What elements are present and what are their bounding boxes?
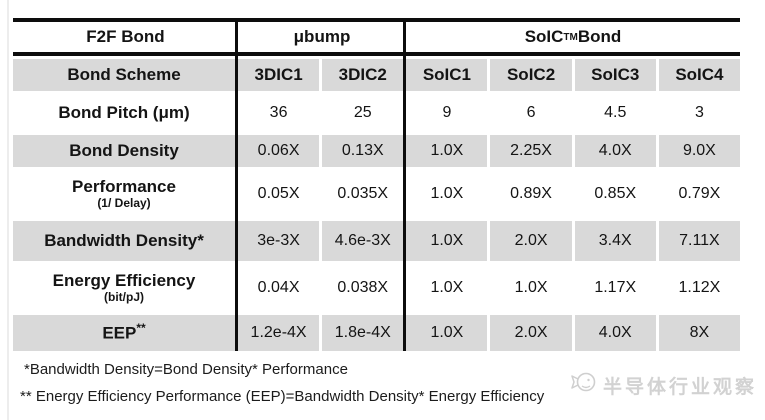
- cell-bond-density-3dic1: 0.06X: [238, 135, 320, 167]
- comparison-table: F2F Bond μbump SoIC TM Bond Bond Scheme 3…: [13, 18, 740, 351]
- cell-eep-3dic1: 1.2e-4X: [238, 315, 320, 351]
- cell-bond-pitch-soic4: 3: [694, 104, 704, 121]
- cell-eep-soic3: 4.0X: [574, 315, 656, 351]
- cell-bandwidth-3dic1: 3e-3X: [238, 221, 320, 261]
- group-header-row: F2F Bond μbump SoIC TM Bond: [13, 22, 740, 52]
- cell-performance-soic1: 1.0X: [430, 185, 464, 202]
- cell-bond-density-soic2: 2.25X: [490, 135, 572, 167]
- cell-eep-soic2: 2.0X: [490, 315, 572, 351]
- cell-energy-soic2: 1.0X: [514, 279, 548, 296]
- row-label-performance: Performance (1/ Delay): [13, 170, 235, 218]
- cell-energy-3dic2: 0.038X: [337, 279, 389, 296]
- cell-bond-pitch-soic1: 9: [442, 104, 452, 121]
- col-header-3dic2: 3DIC2: [322, 59, 404, 91]
- footnote-bandwidth-density: *Bandwidth Density=Bond Density* Perform…: [24, 361, 348, 378]
- watermark-logo-icon: [570, 369, 598, 402]
- table-top-border: [13, 18, 740, 22]
- cell-bandwidth-3dic2: 4.6e-3X: [322, 221, 404, 261]
- energy-efficiency-label: Energy Efficiency: [52, 271, 196, 291]
- row-label-eep: EEP**: [13, 315, 235, 351]
- cell-bandwidth-soic1: 1.0X: [406, 221, 488, 261]
- row-label-bond-pitch: Bond Pitch (μm): [58, 103, 190, 123]
- cell-energy-soic3: 1.17X: [594, 279, 637, 296]
- cell-bandwidth-soic4: 7.11X: [658, 221, 740, 261]
- col-header-soic2: SoIC2: [490, 59, 572, 91]
- cell-eep-soic1: 1.0X: [406, 315, 488, 351]
- eep-label: EEP: [102, 324, 137, 344]
- col-header-soic4: SoIC4: [658, 59, 740, 91]
- cell-bond-pitch-soic3: 4.5: [604, 104, 627, 121]
- cell-energy-3dic1: 0.04X: [257, 279, 300, 296]
- soic-name: SoIC: [524, 27, 564, 46]
- table-body: Bond Scheme 3DIC1 3DIC2 SoIC1 SoIC2 SoIC…: [13, 56, 740, 351]
- cell-performance-3dic2: 0.035X: [337, 185, 389, 202]
- eep-footnote-marker: **: [136, 321, 146, 336]
- watermark: 半导体行业观察: [570, 369, 757, 402]
- watermark-text: 半导体行业观察: [603, 377, 758, 398]
- cell-bond-pitch-3dic2: 25: [353, 104, 372, 121]
- row-label-bond-scheme: Bond Scheme: [13, 59, 235, 91]
- cell-bond-density-soic4: 9.0X: [658, 135, 740, 167]
- group-header-soic-bond: SoIC TM Bond: [406, 27, 740, 47]
- col-header-3dic1: 3DIC1: [238, 59, 320, 91]
- group-divider-f2f-ubump: [235, 18, 238, 351]
- footnote-eep: ** Energy Efficiency Performance (EEP)=B…: [20, 388, 545, 405]
- cell-bandwidth-soic2: 2.0X: [490, 221, 572, 261]
- cell-bond-density-3dic2: 0.13X: [322, 135, 404, 167]
- cell-bond-density-soic3: 4.0X: [574, 135, 656, 167]
- row-label-bandwidth-density: Bandwidth Density*: [13, 221, 235, 261]
- header-bottom-border: [13, 52, 740, 56]
- row-label-energy-efficiency: Energy Efficiency (bit/pJ): [13, 264, 235, 312]
- group-header-f2f-bond: F2F Bond: [86, 27, 165, 46]
- col-header-soic1: SoIC1: [406, 59, 488, 91]
- page-edge-line: [7, 0, 9, 420]
- group-header-ubump: μbump: [293, 27, 351, 46]
- cell-performance-3dic1: 0.05X: [257, 185, 300, 202]
- soic-suffix: Bond: [577, 27, 622, 46]
- cell-energy-soic4: 1.12X: [678, 279, 721, 296]
- soic-tm-mark: TM: [563, 31, 578, 43]
- cell-bond-pitch-soic2: 6: [526, 104, 536, 121]
- group-divider-ubump-soic: [403, 18, 406, 351]
- cell-bond-pitch-3dic1: 36: [269, 104, 288, 121]
- cell-eep-3dic2: 1.8e-4X: [322, 315, 404, 351]
- performance-label: Performance: [72, 177, 176, 197]
- cell-bandwidth-soic3: 3.4X: [574, 221, 656, 261]
- col-header-soic3: SoIC3: [574, 59, 656, 91]
- row-label-bond-density: Bond Density: [13, 135, 235, 167]
- cell-eep-soic4: 8X: [658, 315, 740, 351]
- eep-label-line: EEP**: [102, 321, 146, 344]
- cell-performance-soic3: 0.85X: [594, 185, 637, 202]
- cell-performance-soic2: 0.89X: [510, 185, 552, 202]
- energy-efficiency-sublabel: (bit/pJ): [104, 289, 144, 304]
- performance-sublabel: (1/ Delay): [97, 195, 151, 210]
- cell-performance-soic4: 0.79X: [678, 185, 721, 202]
- cell-energy-soic1: 1.0X: [430, 279, 464, 296]
- cell-bond-density-soic1: 1.0X: [406, 135, 488, 167]
